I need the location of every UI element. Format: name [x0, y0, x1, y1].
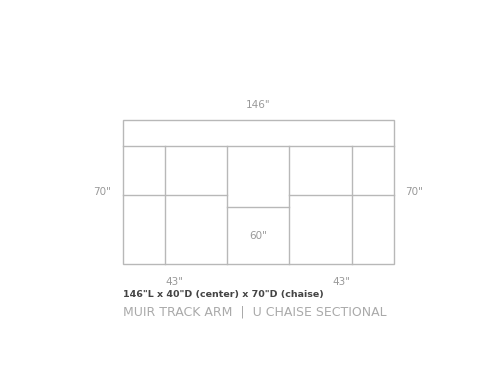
Text: 60": 60" [249, 231, 267, 241]
Bar [122, 120, 394, 264]
Text: 43": 43" [332, 278, 350, 288]
Text: 70": 70" [406, 187, 423, 197]
Text: 146"L x 40"D (center) x 70"D (chaise): 146"L x 40"D (center) x 70"D (chaise) [122, 290, 324, 299]
Text: 146": 146" [246, 100, 270, 110]
Text: MUIR TRACK ARM  |  U CHAISE SECTIONAL: MUIR TRACK ARM | U CHAISE SECTIONAL [122, 306, 386, 319]
Text: 43": 43" [166, 278, 184, 288]
Text: 70": 70" [93, 187, 111, 197]
